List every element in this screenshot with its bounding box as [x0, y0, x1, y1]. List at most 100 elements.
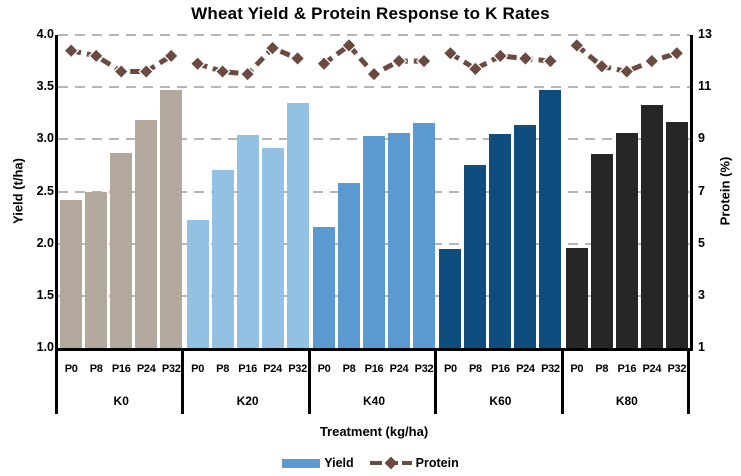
- legend-swatch-protein: [369, 456, 412, 470]
- p-rate-labels: P0 P8 P16 P24 P32 P0 P8 P16 P24 P32 P0 P8 P16 P24 P32 P…: [58, 361, 690, 377]
- p-label-K60-P24: P24: [516, 363, 535, 375]
- protein-line-overlay: [63, 37, 685, 83]
- yield-bar-K0-P32: [160, 90, 183, 348]
- protein-marker-K40-P24: [391, 53, 407, 70]
- right-axis-ticks: 13 11 9 7 5 3 1: [698, 27, 734, 354]
- yield-bar-K40-P32: [413, 122, 436, 348]
- protein-marker-K0-P0: [63, 42, 80, 59]
- p-label-K80-P0: P0: [570, 363, 584, 375]
- p-label-K40-P32: P32: [414, 363, 434, 375]
- p-label-K80-P24: P24: [642, 363, 662, 375]
- p-label-K80-P16: P16: [617, 363, 637, 375]
- right-axis-title: Protein (%): [717, 156, 733, 226]
- left-tick-3.5: 3.5: [36, 79, 54, 94]
- protein-marker-K20-P16: [239, 66, 256, 83]
- yield-bar-K40-P16: [363, 136, 386, 348]
- left-tick-4.0: 4.0: [36, 27, 54, 41]
- right-tick-3: 3: [698, 287, 705, 302]
- p-label-K60-P16: P16: [491, 363, 510, 375]
- group-separator-4: [561, 348, 564, 414]
- protein-marker-K80-P8: [593, 58, 610, 75]
- p-label-K0-P16: P16: [111, 363, 131, 375]
- group-separator-0: [55, 348, 58, 414]
- yield-bar-K80-P24: [640, 104, 663, 348]
- p-label-K60-P8: P8: [468, 363, 482, 375]
- p-label-group-K80: P0 P8 P16 P24 P32: [564, 361, 690, 377]
- left-tick-1.5: 1.5: [36, 287, 54, 302]
- right-axis-line: [690, 35, 693, 348]
- yield-bar-K0-P24: [135, 119, 158, 348]
- p-label-K60-P32: P32: [541, 363, 560, 375]
- protein-marker-K20-P8: [214, 63, 231, 80]
- left-axis-ticks: 4.0 3.5 3.0 2.5 2.0 1.5 1.0: [18, 27, 54, 354]
- right-tick-9: 9: [698, 131, 705, 146]
- yield-bar-K80-P16: [615, 133, 638, 348]
- p-label-K20-P24: P24: [263, 363, 282, 375]
- yield-bar-K80-P8: [590, 153, 613, 348]
- right-tick-13: 13: [698, 27, 712, 41]
- k-label-K20: K20: [236, 394, 259, 408]
- gridline: [58, 34, 690, 36]
- legend-diamond-icon: [384, 456, 398, 470]
- p-label-K20-P0: P0: [191, 363, 205, 375]
- yield-bar-K0-P0: [60, 199, 83, 348]
- p-label-K80-P32: P32: [667, 363, 687, 375]
- p-label-K40-P24: P24: [389, 363, 409, 375]
- yield-bar-K0-P8: [85, 191, 108, 348]
- protein-marker-K0-P32: [163, 47, 180, 64]
- k-rate-labels: K0 K20 K40 K60 K80: [58, 393, 690, 409]
- p-label-K40-P0: P0: [317, 363, 331, 375]
- p-label-K0-P24: P24: [136, 363, 156, 375]
- yield-bar-K80-P0: [565, 247, 588, 348]
- protein-marker-K60-P24: [517, 50, 534, 67]
- protein-marker-K20-P24: [264, 40, 281, 56]
- right-tick-7: 7: [698, 183, 705, 198]
- bar-group-K0: [58, 35, 184, 348]
- yield-bar-K20-P32: [286, 102, 309, 348]
- protein-marker-K0-P24: [138, 63, 155, 80]
- p-label-K20-P16: P16: [238, 363, 257, 375]
- left-axis-title: Yield (t/ha): [10, 158, 26, 224]
- legend-label-protein: Protein: [415, 456, 459, 470]
- legend-swatch-yield: [282, 458, 321, 468]
- bar-group-K80: [564, 35, 690, 348]
- p-label-K60-P0: P0: [443, 363, 457, 375]
- p-label-K0-P8: P8: [89, 363, 103, 375]
- k-label-K80: K80: [615, 394, 638, 408]
- protein-marker-K80-P0: [568, 37, 585, 54]
- legend-item-protein: Protein: [369, 456, 459, 470]
- protein-marker-K40-P32: [416, 53, 432, 70]
- p-label-group-K40: P0 P8 P16 P24 P32: [311, 361, 437, 377]
- left-tick-2.0: 2.0: [36, 235, 54, 250]
- protein-marker-K60-P32: [542, 53, 559, 70]
- bottom-axis-line: [55, 348, 693, 351]
- left-tick-3.0: 3.0: [36, 131, 54, 146]
- k-label-K60: K60: [489, 394, 512, 408]
- p-label-K80-P8: P8: [595, 363, 609, 375]
- x-axis-title: Treatment (kg/ha): [319, 424, 429, 439]
- yield-bar-K80-P32: [665, 121, 688, 348]
- protein-marker-K40-P16: [366, 66, 382, 83]
- group-separator-5: [687, 348, 690, 414]
- protein-marker-K80-P32: [668, 45, 685, 62]
- protein-line-K80: [575, 43, 678, 75]
- right-tick-5: 5: [698, 235, 705, 250]
- legend-label-yield: Yield: [324, 456, 354, 470]
- protein-marker-K20-P0: [189, 55, 206, 72]
- gridline: [58, 86, 690, 89]
- yield-bar-K40-P0: [313, 226, 336, 348]
- chart-title: Wheat Yield & Protein Response to K Rate…: [191, 4, 550, 23]
- group-separator-2: [308, 348, 311, 414]
- k-label-K0: K0: [113, 394, 129, 408]
- legend: Yield Protein: [0, 456, 741, 470]
- p-label-K0-P32: P32: [161, 363, 181, 375]
- left-tick-1.0: 1.0: [36, 340, 54, 354]
- group-separator-1: [181, 348, 184, 414]
- yield-bar-K20-P8: [211, 169, 234, 348]
- p-label-K0-P0: P0: [64, 363, 78, 375]
- bar-group-K40: [311, 35, 437, 348]
- protein-marker-K60-P16: [492, 47, 509, 64]
- k-label-K40: K40: [363, 394, 386, 408]
- yield-bar-K40-P8: [338, 183, 361, 348]
